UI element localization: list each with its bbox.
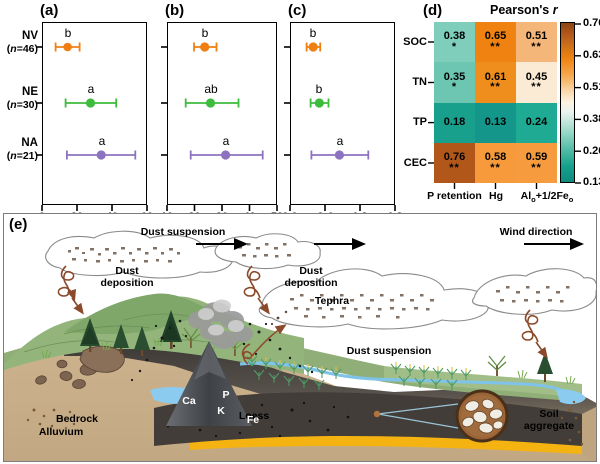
colorbar-tick-1: 0.63 [583, 49, 600, 61]
colorbar-tick-4: 0.26 [583, 145, 600, 157]
heatmap-significance: ** [490, 40, 501, 53]
heatmap-cell-soc-hg[interactable]: 0.65 ** [475, 22, 516, 63]
colorbar-tick-3: 0.38 [583, 113, 600, 125]
heatmap-significance: ** [490, 81, 501, 94]
panel-c-label: (c) [288, 2, 307, 19]
heatmap-row-label-tn: TN [412, 76, 427, 88]
cat-label-nv-name: NV [22, 30, 38, 42]
colorbar-tick-5: 0.13 [583, 176, 600, 188]
heatmap-value: 0.24 [525, 115, 548, 128]
heatmap-value: 0.76 [443, 151, 466, 164]
heatmap-significance: * [451, 40, 458, 53]
sig-letter-a-nv: b [64, 26, 72, 40]
heatmap-value: 0.65 [484, 30, 507, 43]
cat-label-nv-n: (n=46) [6, 43, 38, 56]
panel-a-axes [42, 22, 147, 205]
sig-letter-b-na: a [222, 134, 230, 148]
heatmap-significance: ** [490, 161, 501, 174]
wind-direction-label: Wind direction [499, 226, 573, 238]
tephra-label: Tephra [314, 295, 350, 307]
heatmap-significance: ** [531, 81, 542, 94]
cat-label-nv: NV (n=46) [0, 30, 38, 56]
alluvium-label: Alluvium [38, 426, 84, 438]
heatmap-cell-cec-hg[interactable]: 0.58 ** [475, 142, 516, 183]
heatmap-significance: ** [449, 161, 460, 174]
heatmap-cell-tn-hg[interactable]: 0.61 ** [475, 62, 516, 103]
cat-label-na-n: (n=21) [6, 150, 38, 163]
panel-e: (e) Dust suspension Dust suspension Wind… [3, 213, 597, 462]
cat-label-ne: NE (n=30) [0, 86, 38, 112]
heatmap-value: 0.13 [484, 115, 507, 128]
heatmap-significance: * [451, 81, 458, 94]
loess-label: Loess [238, 410, 270, 422]
cat-label-ne-n: (n=30) [6, 99, 38, 112]
heatmap-cell-tp-hg[interactable]: 0.13 [475, 102, 516, 143]
heatmap-cell-cec-pretention[interactable]: 0.76 ** [434, 142, 475, 183]
heatmap-row-label-soc: SOC [403, 36, 427, 48]
heatmap-cell-tn-pretention[interactable]: 0.35 * [434, 62, 475, 103]
element-label-k: K [217, 405, 225, 417]
colorbar [560, 22, 575, 183]
heatmap-cell-tp-alfe[interactable]: 0.24 [516, 102, 557, 143]
panel-b-label: (b) [165, 2, 185, 19]
dust-deposition-line1: Dust [115, 265, 139, 277]
heatmap-col-label-hg: Hg [489, 190, 503, 202]
heatmap-value: 0.59 [525, 151, 548, 164]
heatmap-cell-tn-alfe[interactable]: 0.45 ** [516, 62, 557, 103]
colorbar-tick-2: 0.51 [583, 81, 600, 93]
cat-label-na-name: NA [21, 137, 38, 149]
sig-letter-c-na: a [336, 134, 344, 148]
heatmap-value: 0.58 [484, 151, 507, 164]
heatmap-significance: ** [531, 161, 542, 174]
heatmap-cell-soc-alfe[interactable]: 0.51 ** [516, 22, 557, 63]
dust-deposition-label-2: Dust deposition [266, 265, 356, 289]
sig-letter-c-ne: b [315, 82, 323, 96]
heatmap-row-label-tp: TP [412, 116, 427, 128]
colorbar-title: Pearson's r [490, 3, 558, 17]
panel-c-axes [290, 22, 395, 205]
soil-aggregate-line1: Soil [539, 408, 559, 420]
soil-aggregate-label: Soil aggregate [509, 408, 589, 432]
heatmap-col-label-alfe: Alo+1/2Feo [520, 190, 574, 205]
sig-letter-b-nv: b [201, 26, 209, 40]
sig-letter-a-na: a [98, 134, 106, 148]
heatmap-cell-tp-pretention[interactable]: 0.18 [434, 102, 475, 143]
colorbar-tick-0: 0.76 [583, 17, 600, 29]
heatmap-value: 0.61 [484, 70, 507, 83]
dust-suspension-label-1: Dust suspension [140, 226, 226, 238]
sig-letter-c-nv: b [309, 26, 317, 40]
element-label-ca: Ca [182, 395, 196, 407]
heatmap-significance: ** [531, 40, 542, 53]
dust-suspension-label-2: Dust suspension [346, 345, 432, 357]
element-label-fe: Fe [246, 414, 260, 426]
heatmap-cell-cec-alfe[interactable]: 0.59 ** [516, 142, 557, 183]
panel-b-axes [167, 22, 277, 205]
dust-deposition-line2: deposition [284, 276, 338, 289]
cat-label-ne-name: NE [22, 86, 38, 98]
heatmap-value: 0.38 [443, 30, 466, 43]
dust-deposition-line1: Dust [299, 265, 323, 277]
heatmap-row-label-cec: CEC [403, 157, 427, 169]
sig-letter-b-ne: ab [204, 82, 218, 96]
panel-d-label: (d) [423, 2, 443, 19]
heatmap-value: 0.18 [443, 115, 466, 128]
heatmap-value: 0.35 [443, 70, 466, 83]
bedrock-label: Bedrock [55, 413, 98, 425]
soil-aggregate-line2: aggregate [523, 419, 575, 432]
heatmap-cell-soc-pretention[interactable]: 0.38 * [434, 22, 475, 63]
heatmap-value: 0.51 [525, 30, 548, 43]
panel-e-label: (e) [9, 216, 28, 233]
heatmap-value: 0.45 [525, 70, 548, 83]
dust-deposition-label-1: Dust deposition [82, 265, 172, 289]
heatmap-col-label-pretention: P retention [427, 190, 482, 202]
dust-deposition-line2: deposition [100, 276, 154, 289]
cat-label-na: NA (n=21) [0, 137, 38, 163]
panel-a-label: (a) [40, 2, 59, 19]
landscape-diagram-svg [4, 214, 596, 461]
element-label-p: P [222, 389, 230, 401]
sig-letter-a-ne: a [87, 82, 95, 96]
